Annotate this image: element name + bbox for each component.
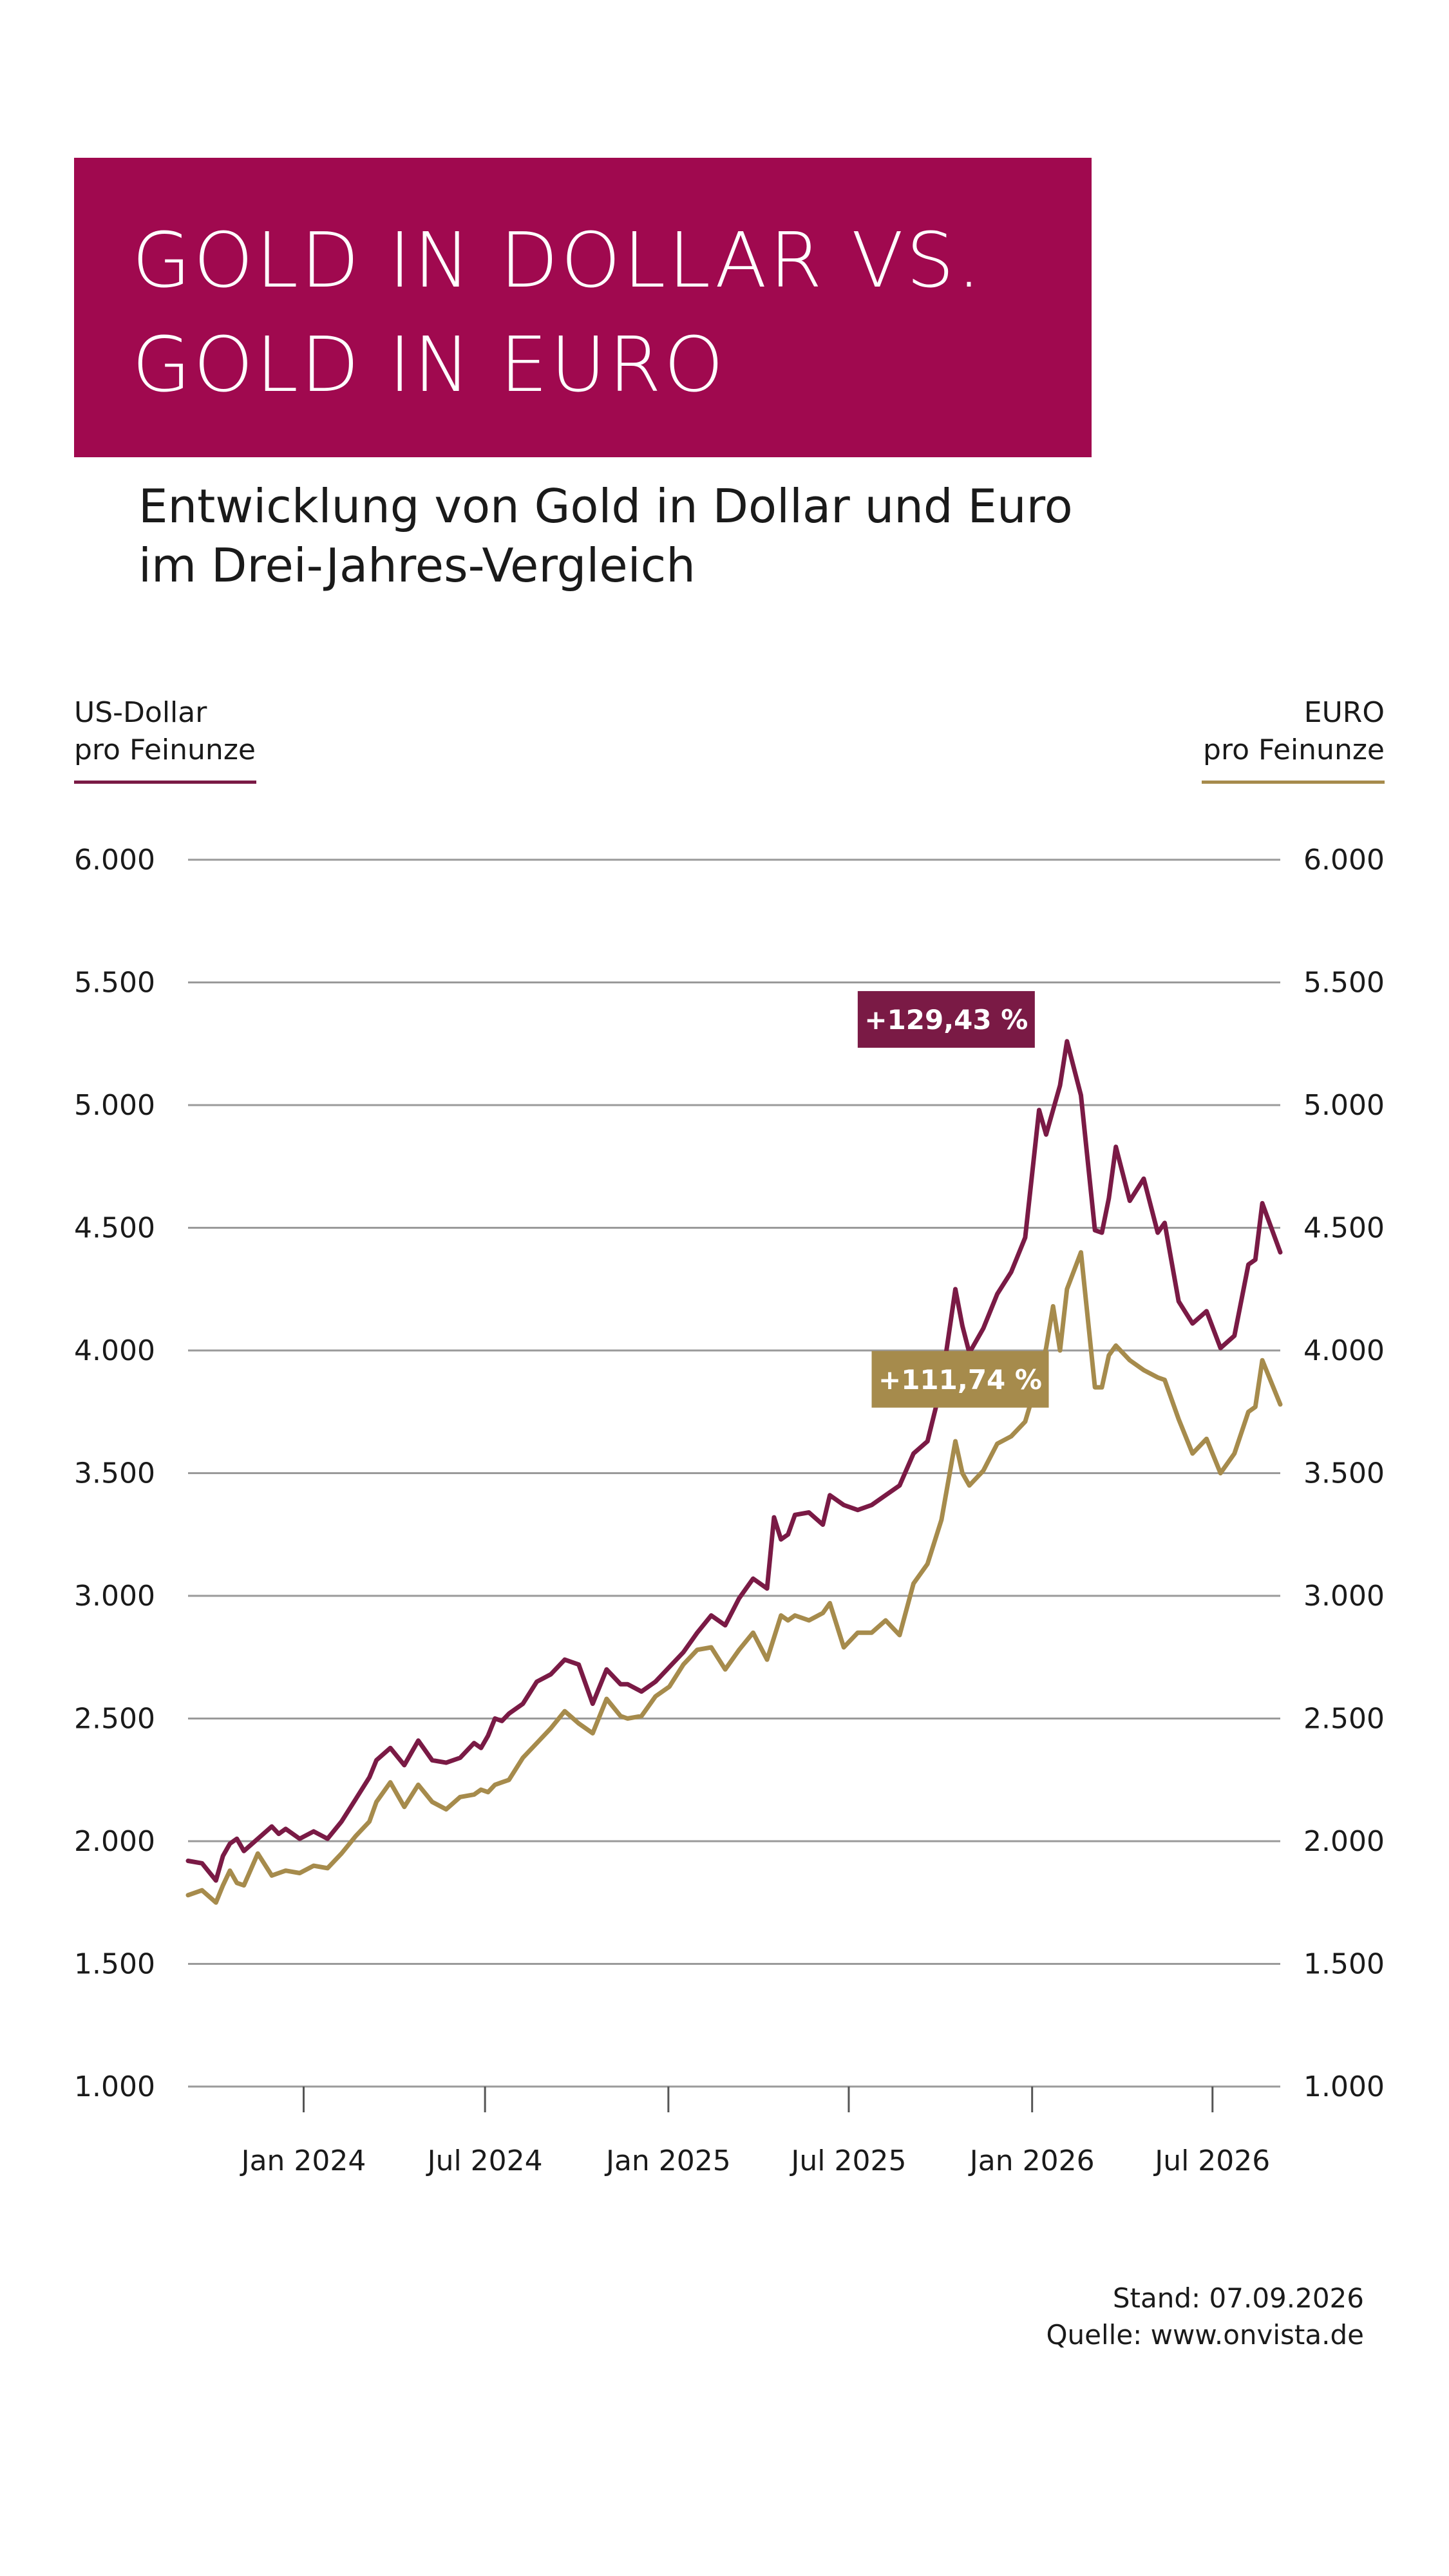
y-tick-label-left: 6.000 bbox=[74, 844, 155, 876]
y-tick-label-left: 2.500 bbox=[74, 1703, 155, 1736]
footer-quelle: Quelle: www.onvista.de bbox=[1046, 2319, 1364, 2351]
grid-layer bbox=[188, 858, 1280, 2112]
footer-stand: Stand: 07.09.2026 bbox=[1112, 2282, 1364, 2314]
title-line-2: GOLD IN EURO bbox=[132, 320, 726, 409]
x-tick-label: Jan 2024 bbox=[240, 2145, 366, 2177]
usd-change-label: +129,43 % bbox=[864, 1004, 1028, 1036]
y-tick-label-left: 5.500 bbox=[74, 967, 155, 999]
y-tick-label-right: 1.500 bbox=[1303, 1948, 1385, 1981]
y-tick-label-left: 4.500 bbox=[74, 1212, 155, 1245]
y-tick-label-left: 3.000 bbox=[74, 1580, 155, 1613]
y-tick-label-right: 2.500 bbox=[1303, 1703, 1385, 1736]
y-tick-label-left: 4.000 bbox=[74, 1334, 155, 1367]
x-tick-label: Jul 2024 bbox=[426, 2145, 543, 2177]
eur-series-line bbox=[185, 1250, 1283, 1905]
right-axis-legend-line bbox=[1202, 781, 1385, 784]
y-tick-label-right: 2.000 bbox=[1303, 1825, 1385, 1858]
usd-series-line bbox=[185, 1039, 1283, 1883]
y-tick-label-right: 3.500 bbox=[1303, 1457, 1385, 1490]
x-tick-label: Jul 2025 bbox=[789, 2145, 906, 2177]
usd-change-badge bbox=[857, 990, 1035, 1048]
y-tick-label-left: 5.000 bbox=[74, 1089, 155, 1122]
right-axis-title-line-1: EURO bbox=[1303, 696, 1385, 729]
y-tick-label-right: 3.000 bbox=[1303, 1580, 1385, 1613]
series-layer bbox=[185, 1039, 1283, 1905]
x-tick-label: Jan 2026 bbox=[968, 2145, 1095, 2177]
y-tick-label-right: 1.000 bbox=[1303, 2070, 1385, 2103]
x-tick-label: Jan 2025 bbox=[604, 2145, 731, 2177]
left-axis-legend-line bbox=[74, 781, 256, 784]
left-axis-title-line-2: pro Feinunze bbox=[74, 734, 256, 766]
x-tick-label: Jul 2026 bbox=[1153, 2145, 1270, 2177]
subtitle-line-1: Entwicklung von Gold in Dollar und Euro bbox=[138, 479, 1073, 533]
tick-label-layer: 6.000 6.000 5.500 5.500 5.000 5.000 4.500 4.500… bbox=[74, 844, 1385, 2177]
y-tick-label-left: 1.500 bbox=[74, 1948, 155, 1981]
y-tick-label-right: 6.000 bbox=[1303, 844, 1385, 876]
annotation-layer: +129,43 % +111,74 % bbox=[857, 990, 1049, 1408]
y-tick-label-right: 5.000 bbox=[1303, 1089, 1385, 1122]
y-tick-label-right: 4.500 bbox=[1303, 1212, 1385, 1245]
y-tick-label-left: 2.000 bbox=[74, 1825, 155, 1858]
y-tick-label-right: 5.500 bbox=[1303, 967, 1385, 999]
eur-change-label: +111,74 % bbox=[878, 1364, 1042, 1396]
title-line-1: GOLD IN DOLLAR VS. bbox=[132, 216, 984, 305]
subtitle-line-2: im Drei-Jahres-Vergleich bbox=[138, 538, 696, 592]
left-axis-title-line-1: US-Dollar bbox=[74, 696, 207, 729]
y-tick-label-left: 1.000 bbox=[74, 2070, 155, 2103]
y-tick-label-left: 3.500 bbox=[74, 1457, 155, 1490]
y-tick-label-right: 4.000 bbox=[1303, 1334, 1385, 1367]
right-axis-title-line-2: pro Feinunze bbox=[1203, 734, 1385, 766]
eur-change-badge bbox=[871, 1350, 1049, 1408]
title-banner: GOLD IN DOLLAR VS. GOLD IN EURO bbox=[74, 158, 1092, 457]
